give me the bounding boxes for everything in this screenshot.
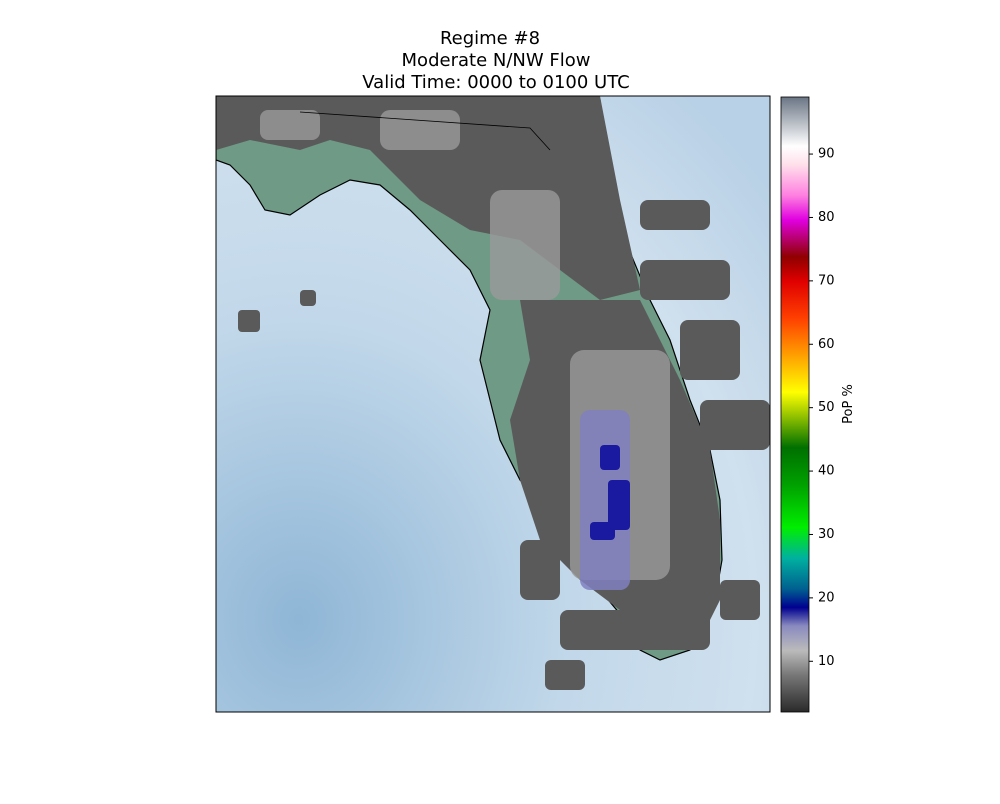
colorbar-tick-label: 80 bbox=[818, 210, 835, 225]
title-line: Moderate N/NW Flow bbox=[402, 50, 591, 71]
title-line: Valid Time: 0000 to 0100 UTC bbox=[362, 72, 629, 93]
colorbar-tick-label: 10 bbox=[818, 654, 835, 669]
map-frame bbox=[215, 95, 771, 713]
colorbar-tick-label: 90 bbox=[818, 147, 835, 162]
colorbar-tick-label: 70 bbox=[818, 273, 835, 288]
colorbar-tick-label: 20 bbox=[818, 590, 835, 605]
colorbar-tick-label: 40 bbox=[818, 464, 835, 479]
colorbar-tick-label: 60 bbox=[818, 337, 835, 352]
map bbox=[216, 96, 770, 712]
colorbar bbox=[780, 96, 810, 713]
colorbar-tick-label: 30 bbox=[818, 527, 835, 542]
colorbar-label: PoP % bbox=[841, 384, 856, 424]
colorbar-tick-label: 50 bbox=[818, 400, 835, 415]
title-line: Regime #8 bbox=[440, 28, 540, 49]
